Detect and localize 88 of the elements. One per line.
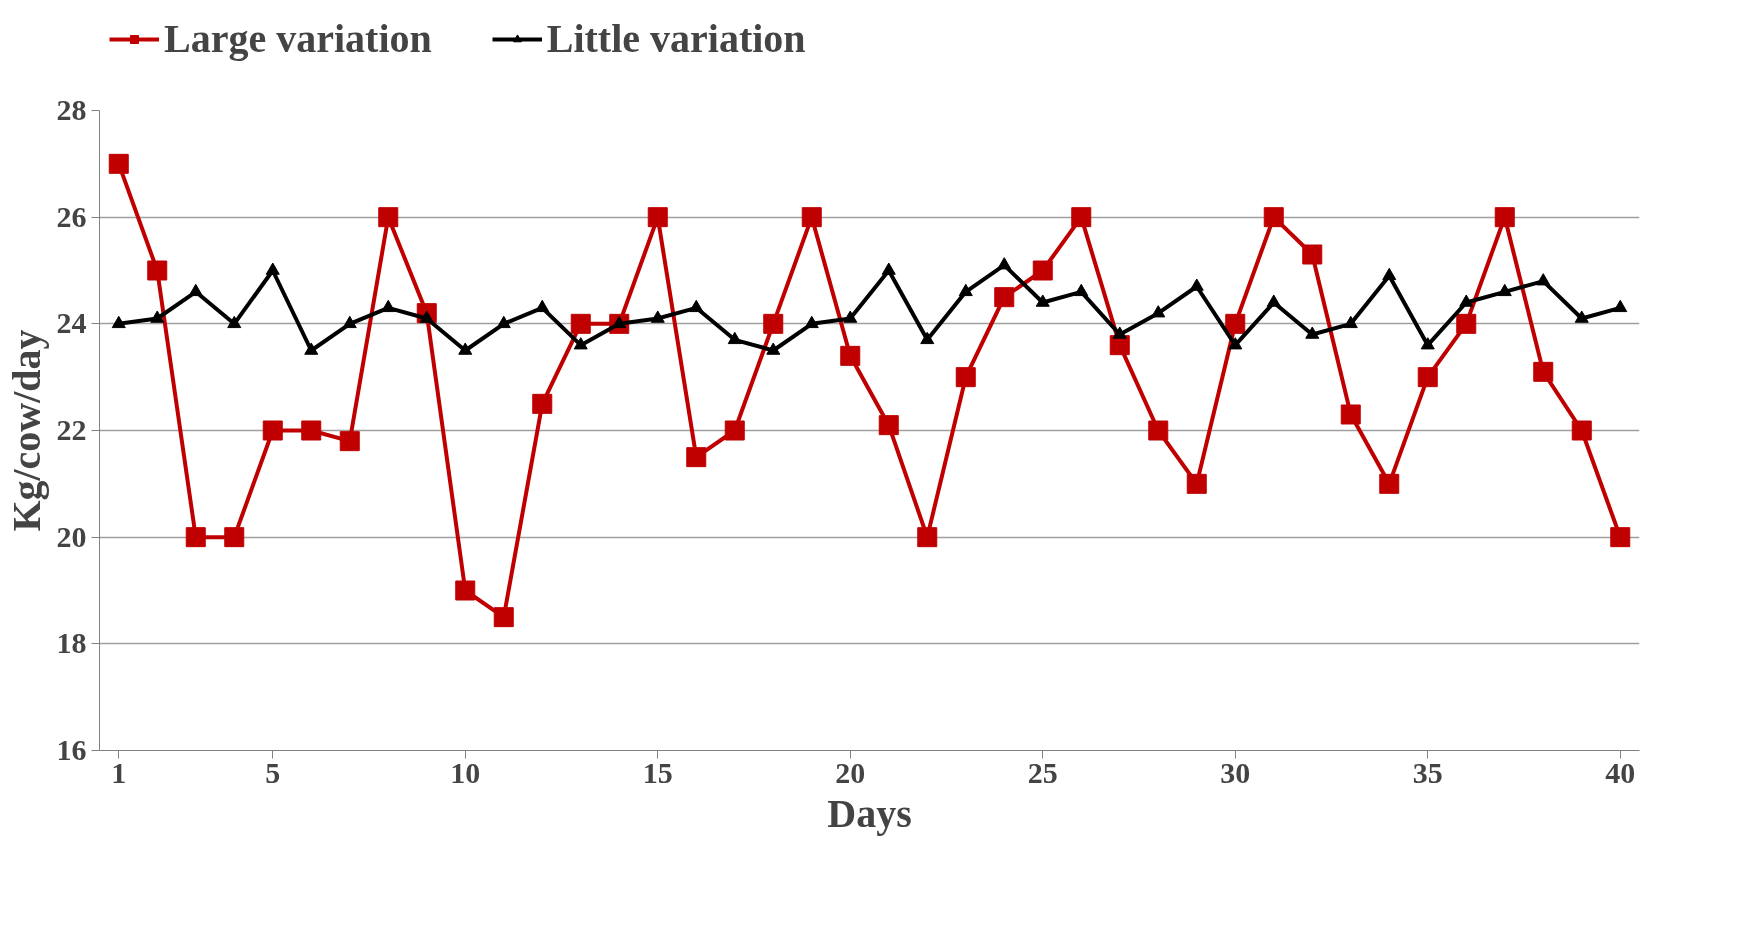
point [1151, 305, 1166, 318]
point [301, 420, 322, 441]
point [1228, 337, 1243, 350]
point [920, 331, 935, 345]
point [493, 607, 514, 628]
point [262, 420, 283, 441]
x-tick-label: 35 [1412, 755, 1443, 789]
x-tick-label: 15 [642, 755, 673, 789]
point [455, 580, 476, 601]
point [1456, 313, 1477, 334]
point [532, 393, 553, 414]
point [1382, 267, 1397, 281]
y-tick-label: 18 [56, 626, 87, 660]
point [881, 262, 896, 275]
point [1305, 326, 1320, 339]
x-tick-label: 5 [265, 755, 281, 789]
point [339, 431, 360, 452]
y-axis-title: Kg/cow/day [3, 329, 49, 532]
point [878, 415, 899, 436]
point [1571, 420, 1592, 441]
x-tick-label: 30 [1220, 755, 1251, 789]
point [958, 283, 973, 297]
point [763, 313, 784, 334]
point [496, 315, 511, 329]
point [304, 342, 319, 355]
point [843, 310, 858, 323]
point [1302, 244, 1323, 265]
point [1035, 294, 1050, 307]
point [265, 262, 280, 275]
legend-label: Little variation [546, 15, 806, 62]
x-tick-label: 10 [450, 755, 481, 789]
point [997, 257, 1012, 270]
point [650, 310, 665, 323]
point [1343, 315, 1358, 329]
point [573, 337, 588, 350]
point [224, 527, 245, 548]
point [1074, 283, 1089, 297]
point [570, 313, 591, 334]
x-tick-label: 1 [111, 755, 127, 789]
point [458, 342, 473, 355]
point [917, 527, 938, 548]
point [727, 331, 742, 345]
point [840, 345, 861, 366]
y-tick-label: 20 [56, 519, 87, 553]
point [766, 342, 781, 355]
point [689, 299, 704, 313]
point [147, 260, 168, 281]
point [1186, 473, 1207, 494]
point [1533, 361, 1554, 382]
point [381, 299, 396, 313]
point [1032, 260, 1053, 281]
point [1420, 337, 1435, 350]
point [342, 315, 357, 329]
point [955, 367, 976, 388]
point [1148, 420, 1169, 441]
point [185, 527, 206, 548]
point [188, 283, 203, 297]
point [804, 315, 819, 329]
y-tick-label: 16 [56, 733, 87, 766]
point [1112, 326, 1127, 339]
point [994, 287, 1015, 308]
point [1379, 473, 1400, 494]
x-axis-title: Days [827, 790, 912, 836]
point [1536, 273, 1551, 286]
y-tick-label: 22 [56, 413, 87, 446]
point [1189, 278, 1204, 291]
point [1497, 283, 1512, 297]
y-tick-label: 28 [56, 93, 87, 126]
point [535, 299, 550, 313]
point [724, 420, 745, 441]
x-tick-label: 25 [1027, 755, 1058, 789]
point [227, 315, 242, 329]
point [1610, 527, 1631, 548]
point [1417, 367, 1438, 388]
point [1225, 313, 1246, 334]
x-tick-label: 20 [835, 755, 866, 789]
point [111, 315, 126, 329]
point [1613, 299, 1628, 313]
x-tick-label: 40 [1605, 755, 1636, 789]
y-tick-label: 26 [56, 199, 87, 233]
legend-label: Large variation [164, 15, 432, 62]
point [1459, 294, 1474, 307]
point [150, 310, 165, 323]
point [1266, 294, 1281, 307]
point [1340, 404, 1361, 425]
y-tick-label: 24 [56, 306, 87, 340]
point [686, 447, 707, 468]
point [1574, 310, 1589, 323]
